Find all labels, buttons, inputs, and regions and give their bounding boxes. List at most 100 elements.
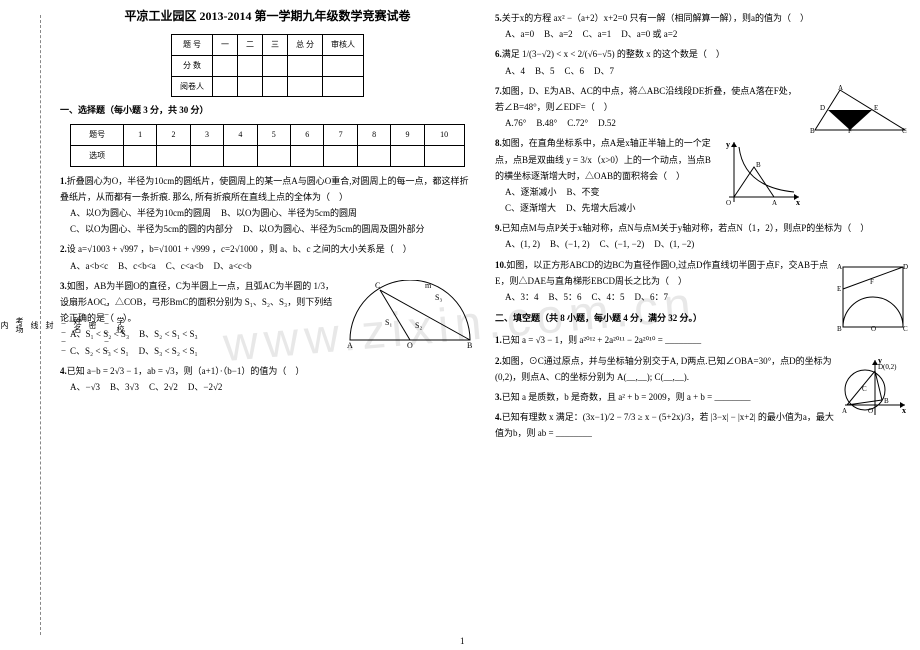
section-1-heading: 一、选择题（每小题 3 分，共 30 分） <box>60 103 475 118</box>
svg-text:O: O <box>726 199 731 207</box>
circle-axes-diagram: D(0,2) A O B C x y <box>840 355 910 420</box>
opt: D、先增大后减小 <box>566 200 636 216</box>
gutter-blank: ______ <box>59 298 68 352</box>
svg-text:x: x <box>902 406 906 415</box>
q-text: 已知点M与点P关于x轴对称，点N与点M关于y轴对称，若点N（1，2），则点P的坐… <box>502 223 870 233</box>
svg-text:F: F <box>870 278 874 286</box>
opt: D、a=0 或 a=2 <box>621 26 677 42</box>
svg-text:A: A <box>347 341 353 350</box>
q-text: 已知 a−b = 2√3 − 1，ab = √3，则（a+1）·（b−1）的值为… <box>67 366 305 376</box>
dashed-line <box>40 15 41 635</box>
q-text: 已知有理数 x 满足：(3x−1)/2 − 7/3 ≥ x − (5+2x)/3… <box>495 412 834 438</box>
gutter-note: 封 <box>44 321 55 329</box>
svg-text:O: O <box>871 325 876 333</box>
opt: C、6 <box>565 63 585 79</box>
opt: A、4 <box>505 63 525 79</box>
q-text: 如图，⊙C通过原点，并与坐标轴分别交于A, D两点.已知∠OBA=30°，点D的… <box>495 356 832 382</box>
score-col: 一 <box>213 35 238 56</box>
svg-text:y: y <box>726 140 730 149</box>
question-2: 2.设 a=√1003 + √997 ，b=√1001 + √999 ，c=2√… <box>60 241 475 273</box>
score-table: 题 号 一 二 三 总 分 审核人 分 数 阅卷人 <box>171 34 364 97</box>
svg-text:C: C <box>375 281 380 290</box>
opt: D、7 <box>594 63 614 79</box>
gutter-note: 密 <box>87 321 98 329</box>
question-6: 6.满足 1/(3−√2) < x < 2/(√6−√5) 的整数 x 的这个数… <box>495 46 910 78</box>
opt: C.72° <box>567 115 588 131</box>
opt: D、a<c<b <box>213 258 251 274</box>
answer-header: 题号 <box>71 125 124 146</box>
q-text: 如图，D、E为AB、AC的中点，将△ABC沿线段DE折叠，使点A落在F处，若∠B… <box>495 86 797 112</box>
opt: C、4：5 <box>592 289 625 305</box>
square-circle-diagram: A D B C O E F <box>835 259 910 334</box>
tn: 4 <box>224 125 257 146</box>
opt: A、3：4 <box>505 289 539 305</box>
question-9: 9.已知点M与点P关于x轴对称，点N与点M关于y轴对称，若点N（1，2），则点P… <box>495 220 910 252</box>
gutter-note: 内 <box>0 321 10 329</box>
svg-text:S₃: S₃ <box>435 293 442 302</box>
question-1: 1.折叠圆心为O，半径为10cm的圆纸片，使圆周上的某一点A与圆心O重合,对圆周… <box>60 173 475 238</box>
right-column: 5.关于x的方程 ax² −（a+2）x+2=0 只有一解（相同解算一解），则a… <box>485 0 920 650</box>
opt: B.48° <box>536 115 557 131</box>
opt: A、以O为圆心、半径为10cm的圆周 <box>70 205 211 221</box>
score-row: 分 数 <box>172 55 213 76</box>
opt: B、S₂ < S₁ < S₃ <box>139 326 198 342</box>
opt: A、a=0 <box>505 26 534 42</box>
opt: D、−2√2 <box>188 379 223 395</box>
fill-2: D(0,2) A O B C x y 2.如图，⊙C通过原点，并与坐标轴分别交于… <box>495 353 910 385</box>
svg-text:x: x <box>796 198 800 207</box>
svg-text:S₂: S₂ <box>415 321 422 330</box>
binding-gutter: 学校 ______ 密 姓名 ______ 封 线 考场 内 不 考号 准 答 … <box>0 0 50 650</box>
opt: D、S₃ < S₂ < S₁ <box>139 343 198 359</box>
tn: 7 <box>324 125 357 146</box>
opt: B、c<b<a <box>118 258 156 274</box>
exam-title: 平凉工业园区 2013-2014 第一学期九年级数学竞赛试卷 <box>60 6 475 26</box>
score-header: 题 号 <box>172 35 213 56</box>
svg-text:B: B <box>884 397 889 405</box>
q-text: 如图，以正方形ABCD的边BC为直径作圆O,过点D作直线切半圆于点F，交AB于点… <box>495 260 828 286</box>
svg-text:D: D <box>903 263 908 271</box>
question-7: A B C D E F 7.如图，D、E为AB、AC的中点，将△ABC沿线段DE… <box>495 83 910 132</box>
svg-text:E: E <box>837 285 841 293</box>
svg-text:O: O <box>407 341 413 350</box>
score-row: 阅卷人 <box>172 76 213 97</box>
opt: B、5 <box>535 63 555 79</box>
score-col: 总 分 <box>288 35 323 56</box>
opt: A、逐渐减小 <box>505 184 557 200</box>
opt: D、以O为圆心、半径为5cm的圆周及圆外部分 <box>243 221 425 237</box>
opt: C、a=1 <box>583 26 612 42</box>
answer-table: 题号 1 2 3 4 5 6 7 8 9 10 选项 <box>70 124 464 166</box>
question-8: O A B x y 8.如图，在直角坐标系中，点A是x轴正半轴上的一个定点，点B… <box>495 135 910 216</box>
svg-text:C: C <box>902 127 907 135</box>
opt: D、6：7 <box>635 289 669 305</box>
svg-text:C: C <box>903 325 908 333</box>
q-text: 已知 a 是质数，b 是奇数，且 a² + b = 2009，则 a + b =… <box>502 392 751 402</box>
svg-text:C: C <box>862 385 867 393</box>
opt: C、以O为圆心、半径为5cm的圆的内部分 <box>70 221 233 237</box>
svg-text:A: A <box>842 407 847 415</box>
gutter-label: 姓名 <box>72 317 83 333</box>
opt: B、以O为圆心、半径为5cm的圆周 <box>221 205 357 221</box>
q-text: 关于x的方程 ax² −（a+2）x+2=0 只有一解（相同解算一解），则a的值… <box>502 13 809 23</box>
score-col: 审核人 <box>323 35 364 56</box>
tn: 5 <box>257 125 290 146</box>
tn: 6 <box>291 125 324 146</box>
gutter-label: 考场 <box>14 317 25 333</box>
hyperbola-diagram: O A B x y <box>724 137 804 207</box>
svg-text:A: A <box>772 199 777 207</box>
opt: B、(−1, 2) <box>550 236 590 252</box>
svg-text:m: m <box>425 281 432 290</box>
opt: A、−√3 <box>70 379 100 395</box>
svg-text:y: y <box>878 356 882 365</box>
score-col: 二 <box>238 35 263 56</box>
question-4: 4.已知 a−b = 2√3 − 1，ab = √3，则（a+1）·（b−1）的… <box>60 363 475 395</box>
answer-row: 选项 <box>71 146 124 167</box>
opt: C、逐渐增大 <box>505 200 556 216</box>
svg-text:B: B <box>810 127 815 135</box>
opt: C、2√2 <box>149 379 178 395</box>
page: 学校 ______ 密 姓名 ______ 封 线 考场 内 不 考号 准 答 … <box>0 0 920 650</box>
tn: 10 <box>424 125 464 146</box>
opt: A、(1, 2) <box>505 236 540 252</box>
q-text: 如图，在直角坐标系中，点A是x轴正半轴上的一个定点，点B是双曲线 y = 3/x… <box>495 138 711 180</box>
fill-1: 1.已知 a = √3 − 1，则 a²⁰¹² + 2a²⁰¹¹ − 2a²⁰¹… <box>495 332 910 348</box>
semicircle-diagram: A O B C S₁ S₂ S₃ m <box>345 280 475 350</box>
